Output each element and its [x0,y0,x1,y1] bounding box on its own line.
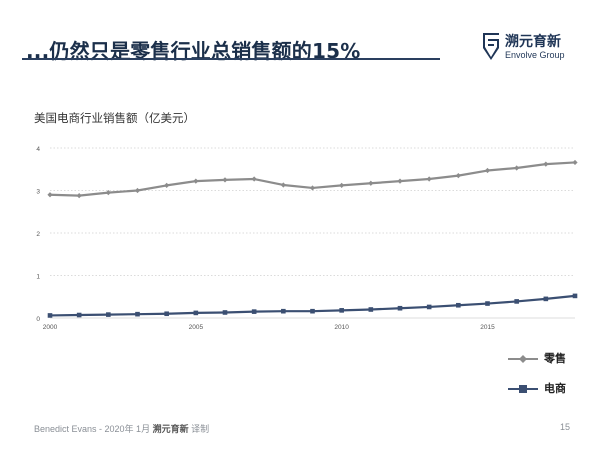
legend-label-retail: 零售 [544,352,566,365]
data-point-ecommerce [281,308,286,314]
x-tick-label: 2015 [480,324,495,331]
data-point-retail [514,165,520,171]
chart-title: 美国电商行业销售额（亿美元） [34,111,195,125]
legend-item-ecommerce: 电商 [508,380,588,402]
data-point-retail [426,176,432,182]
data-point-ecommerce [251,309,257,314]
data-point-retail [164,182,170,188]
data-point-ecommerce [339,308,344,313]
y-tick-label: 0 [36,316,40,323]
data-point-ecommerce [76,312,82,318]
data-point-ecommerce [310,308,315,314]
logo-english-name: Envolve Group [505,50,565,60]
y-tick-label: 3 [36,189,40,196]
square-marker-icon [519,385,527,393]
diamond-marker-icon [519,355,527,363]
data-point-ecommerce [135,311,140,317]
footer-credit: Benedict Evans - 2020年 1月 溯元育新 译制 [34,422,209,435]
data-point-ecommerce [47,313,53,318]
page-number: 15 [560,422,571,432]
data-point-ecommerce [193,310,199,316]
chart-legend: 零售 电商 [508,350,588,410]
x-tick-label: 2005 [189,324,204,331]
data-point-retail [280,182,286,188]
data-point-ecommerce [426,304,432,310]
data-point-ecommerce [572,293,578,299]
footer-brand: 溯元育新 [152,424,189,434]
data-point-retail [251,176,257,182]
data-point-ecommerce [397,305,403,311]
data-point-retail [455,173,461,179]
data-point-ecommerce [106,312,111,317]
brand-logo: 溯元育新 Envolve Group [481,31,581,65]
x-tick-label: 2000 [43,324,58,331]
logo-chinese-name: 溯元育新 [505,34,561,50]
footer-suffix: 译制 [188,424,210,434]
data-point-retail [572,159,578,166]
data-point-ecommerce [514,299,519,304]
data-point-ecommerce [164,311,169,317]
data-point-retail [339,182,345,188]
data-point-retail [47,192,53,198]
y-tick-label: 4 [36,146,40,153]
data-point-retail [397,178,403,184]
envolve-logo-icon [483,33,499,60]
data-point-retail [105,190,111,196]
y-tick-label: 1 [36,274,40,281]
y-tick-label: 2 [36,231,40,238]
data-point-retail [193,178,199,184]
data-point-retail [309,185,316,191]
data-point-ecommerce [222,310,228,315]
data-point-retail [222,177,228,183]
data-point-retail [484,167,491,174]
data-point-retail [368,180,374,186]
data-point-ecommerce [485,301,490,306]
data-point-ecommerce [456,302,461,308]
x-tick-label: 2010 [334,324,349,331]
data-point-ecommerce [543,296,549,302]
data-point-ecommerce [368,307,374,312]
data-point-retail [134,187,141,194]
legend-item-retail: 零售 [508,350,588,372]
data-point-retail [543,161,549,167]
data-point-retail [76,193,82,199]
title-underline [22,58,440,60]
legend-label-ecommerce: 电商 [544,382,566,395]
footer-source: Benedict Evans - 2020年 1月 [34,424,153,434]
